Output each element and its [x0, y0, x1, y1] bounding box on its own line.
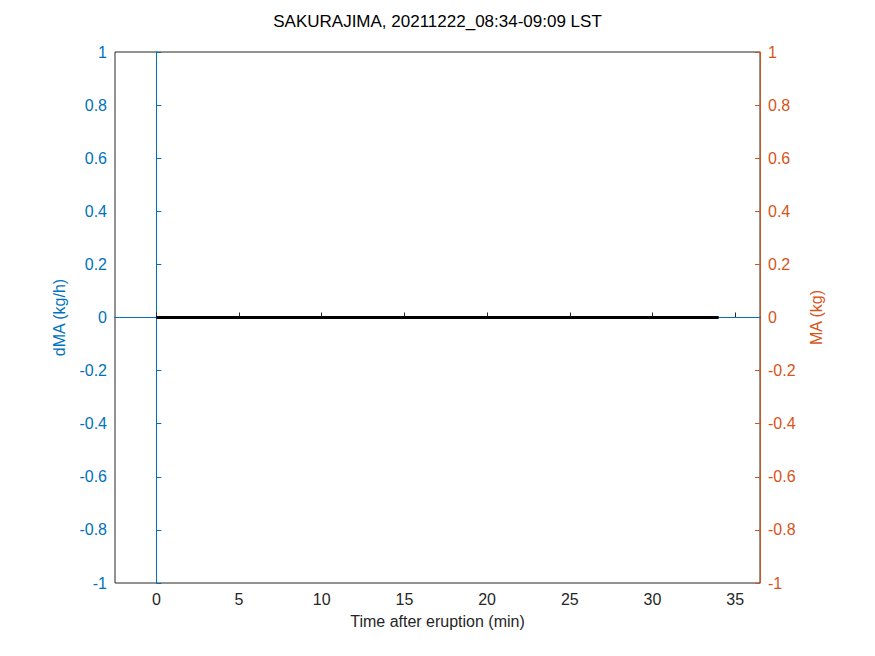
svg-text:dMA (kg/h): dMA (kg/h) — [51, 279, 68, 356]
svg-text:25: 25 — [561, 591, 579, 608]
svg-text:0.4: 0.4 — [768, 203, 790, 220]
svg-text:0: 0 — [152, 591, 161, 608]
svg-text:-0.4: -0.4 — [79, 415, 107, 432]
svg-text:0.6: 0.6 — [768, 150, 790, 167]
svg-text:-0.6: -0.6 — [768, 468, 796, 485]
svg-text:0.6: 0.6 — [85, 150, 107, 167]
svg-text:0: 0 — [768, 309, 777, 326]
svg-text:-1: -1 — [768, 575, 782, 592]
svg-text:-1: -1 — [93, 575, 107, 592]
svg-text:MA (kg): MA (kg) — [808, 290, 825, 345]
svg-text:20: 20 — [478, 591, 496, 608]
svg-text:SAKURAJIMA, 20211222_08:34-09:: SAKURAJIMA, 20211222_08:34-09:09 LST — [273, 12, 602, 31]
svg-text:15: 15 — [396, 591, 414, 608]
svg-text:-0.8: -0.8 — [768, 521, 796, 538]
svg-text:0.8: 0.8 — [85, 97, 107, 114]
svg-text:-0.8: -0.8 — [79, 521, 107, 538]
svg-text:5: 5 — [235, 591, 244, 608]
svg-text:0: 0 — [98, 309, 107, 326]
svg-text:-0.2: -0.2 — [79, 362, 107, 379]
svg-text:35: 35 — [726, 591, 744, 608]
svg-text:0.4: 0.4 — [85, 203, 107, 220]
svg-text:0.8: 0.8 — [768, 97, 790, 114]
svg-text:0.2: 0.2 — [85, 256, 107, 273]
svg-text:1: 1 — [98, 44, 107, 61]
svg-text:10: 10 — [313, 591, 331, 608]
svg-text:0.2: 0.2 — [768, 256, 790, 273]
svg-text:1: 1 — [768, 44, 777, 61]
svg-text:Time after eruption (min): Time after eruption (min) — [350, 613, 525, 630]
svg-text:-0.6: -0.6 — [79, 468, 107, 485]
svg-text:30: 30 — [644, 591, 662, 608]
svg-text:-0.4: -0.4 — [768, 415, 796, 432]
svg-text:-0.2: -0.2 — [768, 362, 796, 379]
